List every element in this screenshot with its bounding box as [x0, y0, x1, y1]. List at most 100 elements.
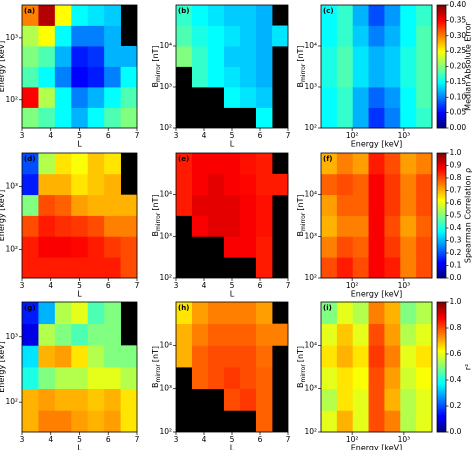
- heatmap-cell: [192, 194, 209, 216]
- colorbar-segment: [437, 37, 446, 41]
- heatmap-cell: [54, 87, 72, 108]
- heatmap-cell: [384, 410, 401, 433]
- heatmap-cell: [321, 345, 338, 368]
- colorbar-segment: [437, 171, 446, 175]
- heatmap-cell: [321, 323, 338, 346]
- colorbar-segment: [437, 74, 446, 78]
- heatmap-cell: [120, 46, 138, 67]
- heatmap-cell: [368, 87, 385, 108]
- colorbar-segment: [437, 343, 446, 346]
- colorbar-segment: [437, 123, 446, 127]
- colorbar-segment: [437, 321, 446, 324]
- heatmap-cell: [22, 302, 39, 325]
- heatmap-cell: [54, 173, 72, 196]
- panel-label: (b): [178, 7, 189, 15]
- colorbar-segment: [437, 198, 446, 202]
- heatmap-cell: [22, 367, 39, 390]
- heatmap-cell: [208, 323, 225, 346]
- colorbar-segment: [437, 263, 446, 266]
- heatmap-cell: [224, 345, 241, 368]
- heatmap-cell: [336, 367, 354, 390]
- heatmap-cell: [336, 87, 354, 108]
- heatmap-cell: [22, 194, 39, 216]
- colorbar-segment: [437, 95, 446, 98]
- heatmap-cell: [38, 107, 56, 129]
- colorbar-segment: [437, 267, 446, 270]
- colorbar-segment: [437, 325, 446, 329]
- heatmap-cell: [54, 388, 72, 411]
- heatmap-cell: [400, 367, 417, 390]
- heatmap-cell: [54, 5, 72, 26]
- heatmap-cell: [352, 173, 369, 196]
- colorbar-tick-label: 0.2: [450, 248, 462, 257]
- heatmap-cell: [336, 5, 354, 26]
- colorbar-segment: [437, 219, 446, 223]
- x-axis-label: Energy [keV]: [351, 140, 403, 149]
- y-tick-label: 10⁴: [159, 190, 172, 199]
- heatmap-cell: [352, 66, 369, 88]
- colorbar-segment: [437, 121, 446, 125]
- heatmap-cell: [400, 410, 417, 433]
- heatmap-cell: [416, 367, 433, 390]
- heatmap-cell: [87, 194, 105, 216]
- y-axis-label-part: [nT]: [296, 45, 305, 61]
- heatmap-cell: [368, 194, 385, 216]
- y-tick-label: 10²: [159, 427, 172, 436]
- heatmap-cell: [368, 5, 385, 26]
- heatmap-cell: [416, 323, 433, 346]
- heatmap-cell: [208, 46, 225, 67]
- heatmap-cell: [192, 46, 209, 67]
- colorbar-segment: [437, 382, 446, 385]
- colorbar-segment: [437, 240, 446, 243]
- heatmap-cell: [192, 25, 209, 47]
- heatmap-cell: [192, 215, 209, 237]
- heatmap-cell: [208, 194, 225, 216]
- heatmap-cell: [256, 410, 273, 433]
- heatmap-cell: [104, 25, 121, 47]
- colorbar-segment: [437, 84, 446, 88]
- colorbar-segment: [437, 238, 446, 241]
- colorbar-segment: [437, 13, 446, 16]
- colorbar-segment: [437, 155, 446, 158]
- heatmap-cell: [352, 367, 369, 390]
- heatmap-cell: [240, 215, 257, 237]
- colorbar-segment: [437, 425, 446, 428]
- colorbar-segment: [437, 345, 446, 348]
- heatmap-cell: [352, 323, 369, 346]
- axes-frame: [320, 301, 433, 433]
- heatmap-cell: [87, 173, 105, 196]
- colorbar-segment: [437, 317, 446, 320]
- colorbar-segment: [437, 232, 446, 235]
- x-tick-label: 3: [174, 281, 179, 290]
- colorbar-segment: [437, 341, 446, 344]
- colorbar-segment: [437, 330, 446, 333]
- y-tick-label: 10³: [304, 231, 317, 240]
- colorbar-segment: [437, 70, 446, 73]
- heatmap-cell: [224, 153, 241, 175]
- heatmap-cell: [256, 153, 273, 175]
- heatmap-cell: [321, 87, 338, 108]
- heatmap-cell: [38, 388, 56, 411]
- heatmap-cell: [400, 87, 417, 108]
- x-tick-label: 5: [77, 435, 82, 444]
- y-axis-label-part: Energy [keV]: [0, 341, 6, 393]
- heatmap-cell: [104, 323, 121, 346]
- x-tick-label: 5: [230, 281, 235, 290]
- colorbar-tick-label: 0.15: [450, 77, 467, 86]
- heatmap-cell: [192, 323, 209, 346]
- heatmap-cell: [87, 388, 105, 411]
- colorbar-segment: [437, 221, 446, 225]
- heatmap-cell: [224, 46, 241, 67]
- x-axis-label: L: [77, 444, 82, 450]
- colorbar-segment: [437, 188, 446, 191]
- heatmap-cell: [192, 66, 209, 88]
- heatmap-cell: [120, 215, 138, 237]
- y-axis-label-part: mirror: [300, 63, 307, 82]
- colorbar-tick-label: 0.40: [450, 0, 467, 9]
- colorbar-segment: [437, 223, 446, 227]
- heatmap-cell: [120, 367, 138, 390]
- y-tick-label: 10³: [5, 332, 18, 341]
- x-tick-label: 7: [286, 281, 291, 290]
- heatmap-cell: [54, 345, 72, 368]
- heatmap-cell: [416, 194, 433, 216]
